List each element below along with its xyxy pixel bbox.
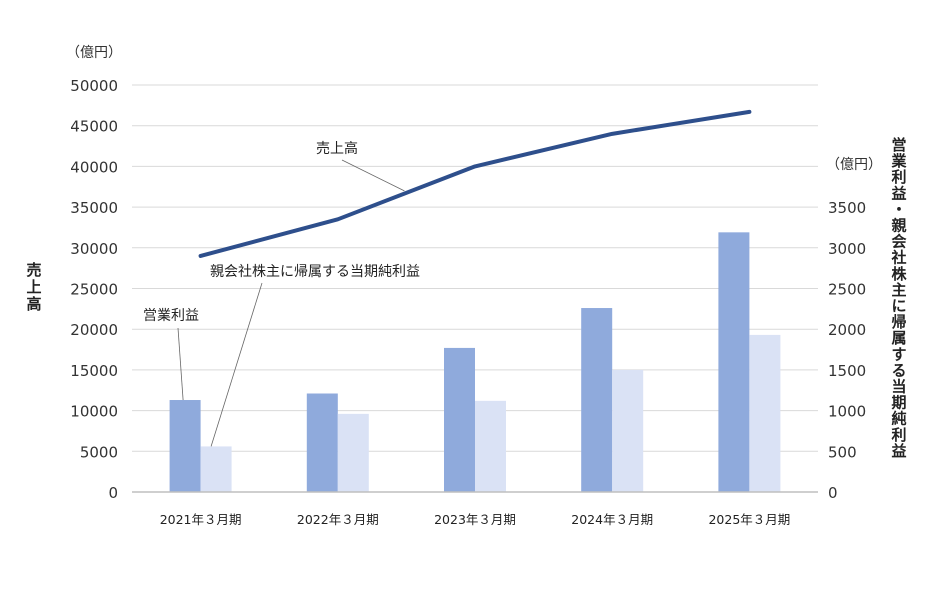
right-tick-label: 3000 xyxy=(828,240,866,258)
left-tick-label: 10000 xyxy=(70,403,118,421)
operating-profit-bar xyxy=(444,347,475,492)
x-tick-label: 2021年３月期 xyxy=(160,512,242,527)
sales-callout-leader xyxy=(341,159,405,192)
right-tick-label: 500 xyxy=(828,443,857,461)
sales-callout-label: 売上高 xyxy=(316,140,358,157)
axes: 0500010000150002000025000300003500040000… xyxy=(26,45,907,527)
left-tick-label: 35000 xyxy=(70,199,118,217)
gridlines xyxy=(132,84,818,452)
left-tick-label: 45000 xyxy=(70,118,118,136)
net-income-bar xyxy=(749,334,781,492)
left-axis-title: 売上高 xyxy=(26,261,41,313)
sales-line-layer xyxy=(198,109,752,258)
operating-profit-bar xyxy=(306,393,338,492)
x-tick-label: 2024年３月期 xyxy=(571,512,653,527)
net-income-callout-label: 親会社株主に帰属する当期純利益 xyxy=(210,263,420,280)
right-tick-label: 2500 xyxy=(828,281,866,299)
net-income-bar xyxy=(475,400,506,492)
right-tick-label: 2000 xyxy=(828,321,866,339)
x-tick-label: 2022年３月期 xyxy=(297,512,379,527)
operating-profit-bar xyxy=(581,308,613,492)
operating-profit-bar xyxy=(169,400,201,492)
left-tick-label: 30000 xyxy=(70,240,118,258)
right-tick-label: 1000 xyxy=(828,403,866,421)
right-axis-title: 営業利益・親会社株主に帰属する当期純利益 xyxy=(890,136,907,460)
right-unit-label: （億円） xyxy=(826,157,882,173)
net-income-bar xyxy=(337,413,369,492)
left-tick-label: 5000 xyxy=(80,443,118,461)
left-tick-label: 40000 xyxy=(70,158,118,176)
net-income-bar xyxy=(200,446,232,492)
left-tick-label: 50000 xyxy=(70,77,118,95)
left-tick-label: 0 xyxy=(108,484,118,502)
right-tick-label: 3500 xyxy=(828,199,866,217)
right-tick-label: 1500 xyxy=(828,362,866,380)
x-tick-label: 2023年３月期 xyxy=(434,512,516,527)
operating-profit-callout-label: 営業利益 xyxy=(143,308,199,324)
left-tick-label: 25000 xyxy=(70,281,118,299)
right-tick-label: 0 xyxy=(828,484,838,502)
x-tick-label: 2025年３月期 xyxy=(708,512,790,527)
net-income-callout-leader xyxy=(210,282,263,447)
left-unit-label: （億円） xyxy=(66,45,122,61)
net-income-bar xyxy=(612,369,644,492)
left-tick-label: 15000 xyxy=(70,362,118,380)
bars xyxy=(169,232,781,493)
left-tick-label: 20000 xyxy=(70,321,118,339)
operating-profit-callout-leader xyxy=(177,327,184,401)
operating-profit-bar xyxy=(718,232,750,493)
sales-line xyxy=(198,109,752,258)
